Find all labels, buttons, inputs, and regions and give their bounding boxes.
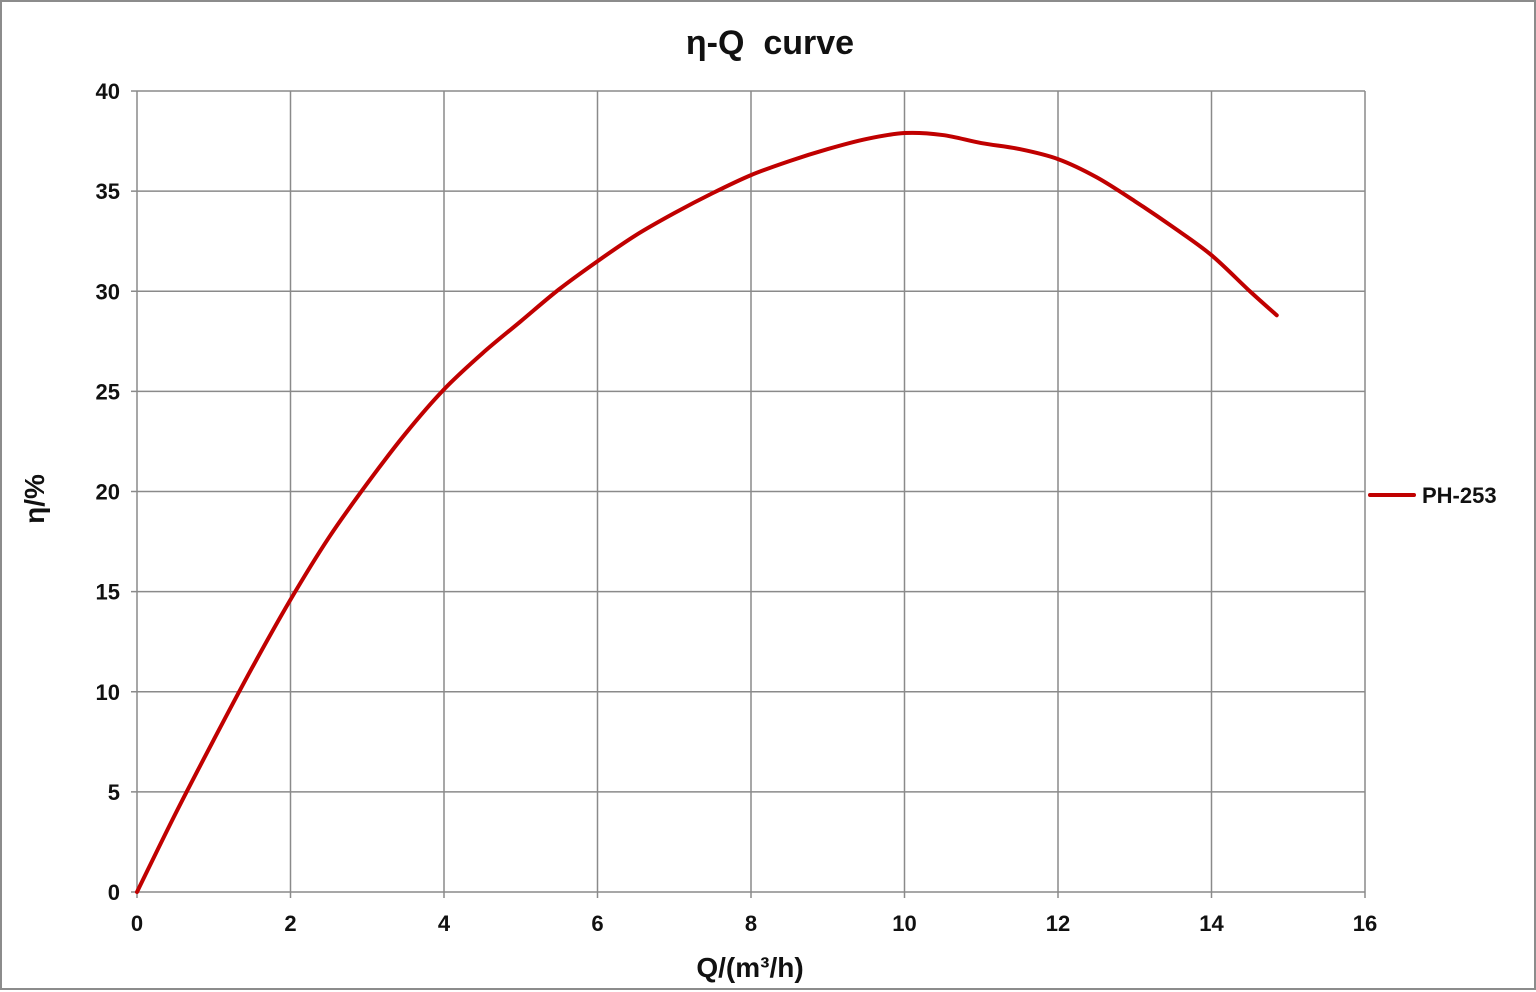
x-tick-label: 8	[745, 911, 757, 936]
y-tick-label: 40	[96, 79, 120, 104]
x-tick-label: 10	[892, 911, 916, 936]
x-tick-label: 2	[284, 911, 296, 936]
y-tick-label: 15	[96, 580, 120, 605]
tick-labels: 0 2 4 6 8 10 12 14 16 0 5 10 15 20 25 30 35 40	[96, 79, 1378, 936]
y-tick-label: 35	[96, 179, 120, 204]
x-axis-title: Q/(m³/h)	[696, 952, 803, 983]
y-tick-label: 10	[96, 680, 120, 705]
legend: PH-253	[1368, 483, 1497, 508]
x-tick-label: 14	[1199, 911, 1224, 936]
grid	[131, 90, 1366, 898]
y-tick-label: 20	[96, 480, 120, 505]
y-tick-label: 0	[108, 880, 120, 905]
legend-label-ph-253: PH-253	[1422, 483, 1497, 508]
y-tick-label: 30	[96, 279, 120, 304]
y-tick-label: 5	[108, 780, 120, 805]
x-tick-label: 0	[131, 911, 143, 936]
plot-area	[135, 130, 1279, 894]
x-tick-label: 12	[1046, 911, 1070, 936]
y-axis-title: η/%	[19, 474, 50, 524]
y-tick-label: 25	[96, 379, 120, 404]
series-line-ph-253	[135, 130, 1279, 894]
x-tick-label: 4	[438, 911, 451, 936]
x-tick-label: 6	[591, 911, 603, 936]
chart-title: η-Q curve	[686, 24, 854, 62]
x-tick-label: 16	[1353, 911, 1377, 936]
